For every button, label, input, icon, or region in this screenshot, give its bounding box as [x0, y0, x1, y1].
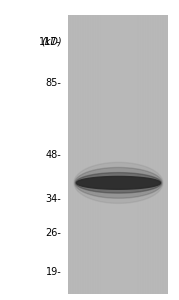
- Text: 85-: 85-: [46, 78, 61, 88]
- Polygon shape: [75, 167, 162, 198]
- Polygon shape: [74, 162, 163, 203]
- Bar: [68, 15, 168, 294]
- Text: 48-: 48-: [46, 150, 61, 160]
- Text: 26-: 26-: [46, 227, 61, 238]
- Text: 117-: 117-: [39, 37, 61, 47]
- Text: 19-: 19-: [46, 267, 61, 277]
- Polygon shape: [76, 172, 161, 193]
- Polygon shape: [76, 176, 160, 189]
- Text: (kD): (kD): [41, 36, 61, 46]
- Text: 34-: 34-: [46, 194, 61, 204]
